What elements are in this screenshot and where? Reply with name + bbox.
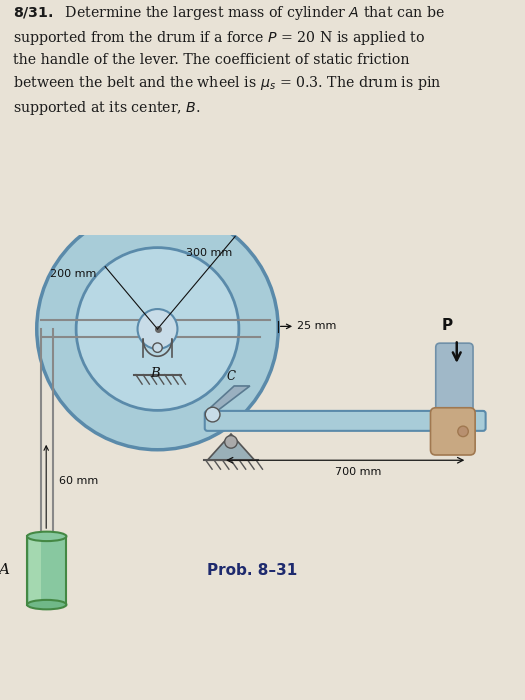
Text: P: P [442, 318, 453, 333]
Text: 300 mm: 300 mm [186, 248, 233, 258]
Circle shape [138, 309, 177, 349]
Polygon shape [207, 386, 250, 410]
Text: B: B [150, 367, 160, 380]
Circle shape [37, 209, 278, 450]
Circle shape [458, 426, 468, 437]
FancyBboxPatch shape [205, 411, 486, 431]
Circle shape [153, 343, 162, 352]
Circle shape [225, 435, 237, 448]
Text: 200 mm: 200 mm [50, 269, 96, 279]
Text: Prob. 8–31: Prob. 8–31 [207, 563, 297, 578]
Bar [27, 536, 67, 605]
Circle shape [205, 407, 220, 422]
Polygon shape [207, 434, 255, 461]
Text: 60 mm: 60 mm [59, 476, 99, 486]
FancyBboxPatch shape [436, 343, 473, 430]
Text: A: A [0, 564, 9, 577]
Text: 700 mm: 700 mm [335, 467, 382, 477]
Ellipse shape [27, 600, 67, 609]
Ellipse shape [27, 532, 67, 541]
Text: 25 mm: 25 mm [297, 321, 336, 331]
Circle shape [76, 248, 239, 410]
Text: $\mathbf{8/31.}$  Determine the largest mass of cylinder $A$ that can be
support: $\mathbf{8/31.}$ Determine the largest m… [13, 4, 445, 117]
FancyBboxPatch shape [430, 407, 475, 455]
Bar [29, 538, 41, 603]
Text: C: C [226, 370, 235, 384]
